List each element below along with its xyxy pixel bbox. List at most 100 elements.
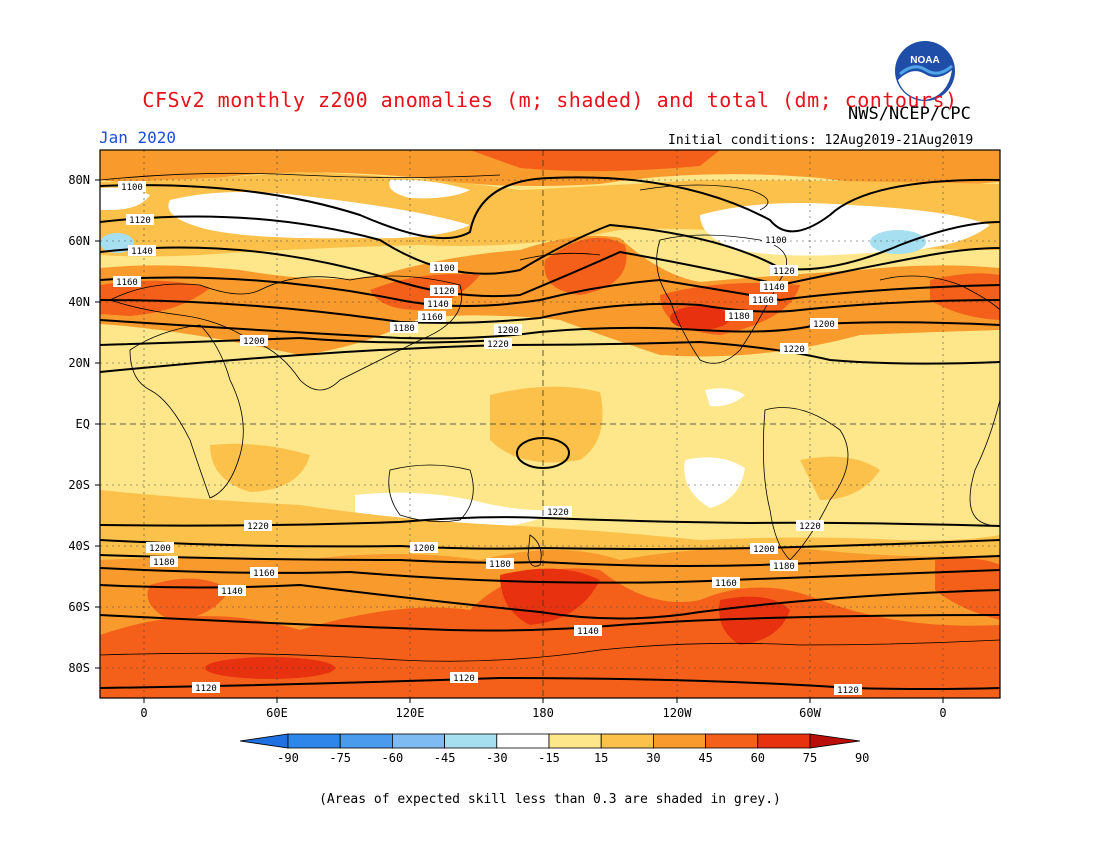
svg-text:1100: 1100	[433, 264, 455, 274]
tropics-patch-1	[210, 443, 310, 492]
lat-label-eq: EQ	[75, 417, 90, 431]
contour-1120-sh	[100, 676, 1000, 690]
colorbar-tick-label: 90	[854, 751, 870, 765]
svg-text:1140: 1140	[131, 247, 153, 257]
colorbar-tick-label: 15	[593, 751, 609, 765]
lat-label-80n: 80N	[68, 173, 90, 187]
south-darkred-2	[719, 596, 790, 645]
lat-label-60s: 60S	[68, 600, 90, 614]
axis-ticks	[95, 179, 944, 703]
south-red-extra	[147, 578, 230, 620]
lon-label-180: 180	[532, 706, 554, 720]
midlat-darkred	[670, 306, 730, 330]
svg-text:1220: 1220	[783, 345, 805, 355]
svg-text:1200: 1200	[243, 337, 265, 347]
svg-text:1100: 1100	[121, 183, 143, 193]
lat-label-40s: 40S	[68, 539, 90, 553]
contour-labels: 1100 1100 1100 1120 1120 1120 1140 1140 …	[113, 181, 862, 696]
svg-text:1220: 1220	[547, 508, 569, 518]
contour-1180-sh	[100, 554, 1000, 567]
svg-text:1120: 1120	[129, 216, 151, 226]
lat-label-20n: 20N	[68, 356, 90, 370]
contour-1100-nh	[100, 176, 1000, 240]
colorbar-tick-label: -15	[538, 751, 560, 765]
svg-text:1220: 1220	[799, 522, 821, 532]
svg-text:1220: 1220	[487, 340, 509, 350]
svg-text:1200: 1200	[149, 544, 171, 554]
midlat-red-1	[100, 280, 210, 316]
reference-lines	[100, 150, 1000, 698]
svg-text:1120: 1120	[773, 267, 795, 277]
svg-text:1160: 1160	[421, 313, 443, 323]
lon-label-120e: 120E	[395, 706, 425, 720]
lat-label-60n: 60N	[68, 234, 90, 248]
svg-text:1140: 1140	[427, 300, 449, 310]
svg-text:1180: 1180	[728, 312, 750, 322]
svg-text:1160: 1160	[752, 296, 774, 306]
contour-1220-tropical	[516, 437, 570, 469]
contour-1160-nh	[100, 276, 1000, 307]
contour-1140-sh-2	[100, 614, 1000, 632]
contour-1140-nh	[100, 246, 1000, 298]
tropics-patch-pacific	[490, 386, 603, 463]
white-blob-russia	[389, 179, 470, 199]
colorbar-tick-label: -90	[277, 751, 299, 765]
svg-text:1180: 1180	[489, 560, 511, 570]
contour-1120-nh	[100, 215, 1000, 275]
colorbar-tick-label: -30	[485, 751, 508, 765]
blue-blob-atlantic	[870, 230, 926, 254]
svg-text:1120: 1120	[195, 684, 217, 694]
svg-text:1160: 1160	[253, 569, 275, 579]
lon-label-120w: 120W	[662, 706, 692, 720]
initial-conditions-label: Initial conditions: 12Aug2019-21Aug2019	[668, 133, 974, 148]
colorbar-tick-label: 45	[698, 751, 713, 765]
noaa-logo: NOAA	[895, 41, 955, 101]
svg-text:1120: 1120	[453, 674, 475, 684]
antarctic-band	[100, 682, 1000, 698]
svg-text:1200: 1200	[413, 544, 435, 554]
lon-label-60e: 60E	[266, 706, 288, 720]
svg-text:1120: 1120	[433, 287, 455, 297]
arctic-red	[470, 150, 720, 172]
white-blob-nw	[168, 191, 470, 239]
skill-footnote: (Areas of expected skill less than 0.3 a…	[319, 792, 781, 807]
shaded-anomalies: 1100 1100 1100 1120 1120 1120 1140 1140 …	[100, 150, 1000, 698]
tropics-patch-2	[800, 456, 880, 500]
white-tropic-1	[684, 457, 745, 508]
svg-text:1160: 1160	[715, 579, 737, 589]
white-blob-small	[100, 187, 150, 210]
white-tropic-2	[705, 388, 745, 407]
svg-text:1140: 1140	[763, 283, 785, 293]
lon-label-0: 0	[140, 706, 148, 720]
svg-text:1180: 1180	[773, 562, 795, 572]
lat-label-20s: 20S	[68, 478, 90, 492]
chart-title: CFSv2 monthly z200 anomalies (m; shaded)…	[142, 88, 958, 112]
lon-label-0-east: 0	[939, 706, 947, 720]
colorbar-tick-label: -75	[329, 751, 352, 765]
svg-text:1160: 1160	[116, 278, 138, 288]
svg-text:1200: 1200	[497, 326, 519, 336]
contour-1200-nh	[100, 319, 1000, 340]
lat-label-80s: 80S	[68, 661, 90, 675]
colorbar-tick-label: -45	[433, 751, 456, 765]
svg-text:1140: 1140	[221, 587, 243, 597]
noaa-logo-text: NOAA	[910, 55, 939, 66]
colorbar-tick-label: -60	[381, 751, 404, 765]
lon-label-60w: 60W	[799, 706, 821, 720]
colorbar-tick-label: 30	[646, 751, 661, 765]
svg-text:1220: 1220	[247, 522, 269, 532]
south-red-extra-2	[935, 558, 1000, 620]
contour-1220-nh-2	[100, 336, 501, 346]
svg-text:1200: 1200	[753, 545, 775, 555]
colorbar-tick-label: 60	[750, 751, 766, 765]
valid-month-label: Jan 2020	[99, 128, 177, 147]
svg-text:1200: 1200	[813, 320, 835, 330]
svg-text:1180: 1180	[393, 324, 415, 334]
svg-text:1120: 1120	[837, 686, 859, 696]
contour-1220-nh	[100, 340, 1000, 373]
colorbar-tick-label: 75	[802, 751, 818, 765]
midlat-band-north	[100, 235, 1000, 357]
lat-label-40n: 40N	[68, 295, 90, 309]
blue-blob-west	[100, 233, 134, 253]
